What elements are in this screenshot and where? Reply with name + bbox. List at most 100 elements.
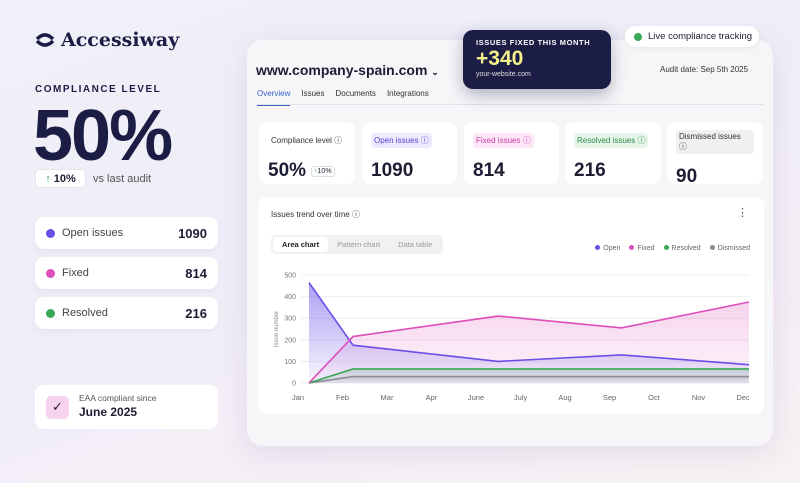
x-tick-label: Oct [648,393,661,402]
brand-logo: Accessiway [35,29,179,51]
chart-title: Issues trend over time ⓘ [271,209,360,220]
compliance-delta-badge: ↑ 10% [35,169,86,188]
line-dismissed [308,375,749,384]
x-tick-label: Dec [736,393,750,402]
stat-card-fixed-issues: Fixed issues ⓘ 814 [464,122,559,184]
chevron-down-icon: ⌄ [431,67,439,77]
y-tick-label: 200 [284,337,296,344]
summary-label: Resolved [62,307,108,319]
stat-label: Fixed issues ⓘ [473,133,534,148]
live-label: Live compliance tracking [648,31,753,42]
stat-label-text: Compliance level [271,136,332,145]
y-tick-label: 300 [284,316,296,323]
delta-value: 10% [53,172,76,185]
legend-dot [663,245,669,250]
tab-divider [256,104,764,105]
stat-delta-badge: ↑10% [311,165,335,177]
summary-label: Open issues [62,227,124,239]
legend-item-open: Open [595,245,620,252]
tab-overview[interactable]: Overview [257,89,291,106]
brand-name: Accessiway [61,29,180,51]
compliance-level-label: COMPLIANCE LEVEL [35,84,162,95]
checkmark-icon: ✓ [46,395,69,419]
pattern-chart-tab[interactable]: Pattern chart [337,240,381,249]
chart-title-text: Issues trend over time [271,210,350,219]
info-icon: ⓘ [522,136,531,145]
tab-integrations[interactable]: Integrations [386,89,429,98]
dashboard-tabs: Overview Issues Documents Integrations [257,89,429,106]
live-tracking-badge: Live compliance tracking [625,26,759,47]
legend-label: Fixed [637,245,655,252]
x-tick-label: Apr [426,393,438,402]
x-tick-label: June [468,393,484,402]
x-tick-label: Sep [603,393,616,402]
stat-card-resolved-issues: Resolved issues ⓘ 216 [565,122,661,184]
info-icon: ⓘ [351,210,360,219]
compliance-level-value: 50% [33,96,173,176]
summary-item-fixed: Fixed 814 [35,257,218,289]
line-fixed [308,301,750,384]
y-tick-label: 400 [284,294,296,301]
area-chart-tab[interactable]: Area chart [273,237,329,252]
status-dot [46,228,55,238]
site-name: www.company-spain.com [256,62,428,78]
x-tick-label: Aug [558,393,571,402]
stat-label: Compliance level ⓘ [268,133,345,148]
stat-label-text: Dismissed issues [679,132,741,141]
stat-value: 90 [676,166,698,187]
y-axis-label: Issue number [274,311,280,347]
x-tick-label: Jan [292,393,304,402]
area-chart: 0 100 200 300 400 500 Issue number Jan Feb Mar Apr… [274,273,750,403]
legend-dot [595,245,601,250]
x-tick-label: July [514,393,528,402]
chart-legend: Open Fixed Resolved Dismissed [595,245,750,252]
info-icon: ⓘ [679,142,687,151]
legend-dot [709,245,715,250]
stat-value: 50% [268,160,307,181]
tab-issues[interactable]: Issues [301,89,325,98]
legend-item-dismissed: Dismissed [709,245,750,252]
legend-item-resolved: Resolved [663,245,701,252]
live-status-dot [634,32,642,41]
line-resolved [308,368,749,384]
y-tick-label: 500 [284,273,296,280]
x-tick-label: Mar [381,393,394,402]
legend-item-fixed: Fixed [629,245,655,252]
summary-item-open-issues: Open issues 1090 [35,217,218,249]
legend-dot [629,245,635,250]
status-dot [46,268,55,278]
eaa-compliance-card: ✓ EAA compliant since June 2025 [35,385,218,429]
eaa-date: June 2025 [79,405,138,419]
chart-view-toggle: Area chart Pattern chart Data table [271,235,444,254]
more-options-icon[interactable]: ⋮ [737,207,748,219]
stat-label: Resolved issues ⓘ [574,133,649,148]
issues-trend-card: Issues trend over time ⓘ ⋮ Area chart Pa… [258,197,764,414]
stat-value: 814 [473,160,505,181]
y-tick-label: 0 [292,381,296,388]
site-selector[interactable]: www.company-spain.com ⌄ [256,62,439,78]
legend-label: Resolved [671,245,701,252]
stat-label-text: Open issues [374,136,419,145]
summary-value: 216 [185,305,207,321]
x-tick-label: Nov [692,393,706,402]
delta-caption: vs last audit [93,173,152,185]
summary-value: 1090 [178,225,207,241]
arrow-up-icon: ↑ [314,167,318,175]
stat-label-text: Fixed issues [476,136,521,145]
info-icon: ⓘ [334,136,343,145]
stat-card-open-issues: Open issues ⓘ 1090 [362,122,457,184]
audit-date: Audit date: Sep 5th 2025 [660,65,749,74]
data-table-tab[interactable]: Data table [398,240,433,249]
stat-value: 1090 [371,160,414,181]
legend-label: Dismissed [717,245,750,252]
summary-item-resolved: Resolved 216 [35,297,218,329]
area-open [309,282,749,383]
y-tick-label: 100 [284,359,296,366]
eaa-caption: EAA compliant since [79,393,157,403]
summary-label: Fixed [62,267,89,279]
info-icon: ⓘ [637,136,646,145]
tab-documents[interactable]: Documents [335,89,376,98]
highlight-value: +340 [476,47,524,70]
stat-label: Open issues ⓘ [371,133,432,148]
line-open [308,282,750,366]
